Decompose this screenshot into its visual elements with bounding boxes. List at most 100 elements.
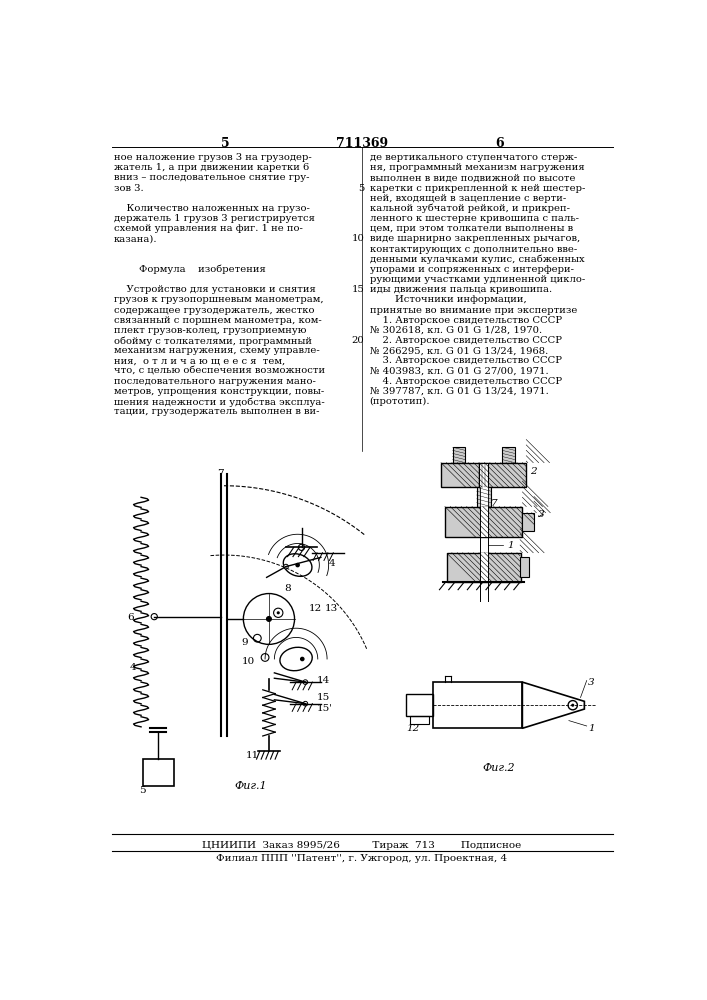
Text: 8: 8 — [284, 584, 291, 593]
Bar — [441, 463, 526, 487]
Bar — [433, 682, 522, 728]
Circle shape — [303, 701, 308, 706]
Text: 4: 4 — [129, 663, 136, 672]
Text: тации, грузодержатель выполнен в ви-: тации, грузодержатель выполнен в ви- — [114, 407, 320, 416]
Circle shape — [300, 657, 305, 661]
Text: 7: 7 — [217, 469, 223, 478]
Text: содержащее грузодержатель, жестко: содержащее грузодержатель, жестко — [114, 306, 315, 315]
Text: № 397787, кл. G 01 G 13/24, 1971.: № 397787, кл. G 01 G 13/24, 1971. — [370, 387, 549, 396]
Circle shape — [276, 611, 280, 614]
Text: зов 3.: зов 3. — [114, 184, 144, 193]
Bar — [479, 463, 489, 487]
Text: кальной зубчатой рейкой, и прикреп-: кальной зубчатой рейкой, и прикреп- — [370, 204, 570, 213]
Bar — [502, 447, 515, 463]
Bar — [445, 507, 522, 537]
Circle shape — [267, 617, 271, 621]
Text: ня, программный механизм нагружения: ня, программный механизм нагружения — [370, 163, 584, 172]
Text: цем, при этом толкатели выполнены в: цем, при этом толкатели выполнены в — [370, 224, 573, 233]
Bar — [406, 694, 433, 716]
Bar — [480, 553, 488, 582]
Text: Источники информации,: Источники информации, — [370, 295, 527, 304]
Text: 14: 14 — [317, 676, 330, 685]
Text: выполнен в виде подвижной по высоте: выполнен в виде подвижной по высоте — [370, 173, 575, 182]
Text: вниз – последовательное снятие гру-: вниз – последовательное снятие гру- — [114, 173, 310, 182]
Text: последовательного нагружения мано-: последовательного нагружения мано- — [114, 377, 316, 386]
Text: ленного к шестерне кривошипа с паль-: ленного к шестерне кривошипа с паль- — [370, 214, 579, 223]
Text: 10: 10 — [242, 657, 255, 666]
Circle shape — [284, 564, 288, 569]
Text: № 302618, кл. G 01 G 1/28, 1970.: № 302618, кл. G 01 G 1/28, 1970. — [370, 326, 542, 335]
Text: механизм нагружения, схему управле-: механизм нагружения, схему управле- — [114, 346, 320, 355]
Text: 20: 20 — [351, 336, 364, 345]
Text: 1: 1 — [588, 724, 595, 733]
Text: 15: 15 — [351, 285, 364, 294]
Text: 12: 12 — [406, 724, 419, 733]
Text: 2: 2 — [530, 466, 537, 476]
Text: держатель 1 грузов 3 регистрируется: держатель 1 грузов 3 регистрируется — [114, 214, 315, 223]
Text: 9: 9 — [242, 638, 248, 647]
Text: 6: 6 — [127, 613, 134, 622]
Text: казана).: казана). — [114, 234, 158, 243]
Text: связанный с поршнем манометра, ком-: связанный с поршнем манометра, ком- — [114, 316, 322, 325]
Text: схемой управления на фиг. 1 не по-: схемой управления на фиг. 1 не по- — [114, 224, 303, 233]
Text: ное наложение грузов 3 на грузодер-: ное наложение грузов 3 на грузодер- — [114, 153, 312, 162]
Text: обойму с толкателями, программный: обойму с толкателями, программный — [114, 336, 312, 346]
Text: 13: 13 — [325, 604, 338, 613]
Circle shape — [303, 680, 308, 684]
Bar — [480, 487, 488, 507]
Text: 5: 5 — [221, 137, 230, 150]
Text: 5: 5 — [139, 786, 146, 795]
Circle shape — [296, 563, 300, 567]
Text: 12: 12 — [309, 604, 322, 613]
Bar — [477, 487, 491, 507]
Text: рующими участками удлиненной цикло-: рующими участками удлиненной цикло- — [370, 275, 585, 284]
Bar — [522, 513, 534, 531]
Text: что, с целью обеспечения возможности: что, с целью обеспечения возможности — [114, 367, 325, 376]
Text: 3: 3 — [538, 510, 544, 519]
Text: 15': 15' — [317, 704, 333, 713]
Circle shape — [571, 704, 574, 707]
Text: Устройство для установки и снятия: Устройство для установки и снятия — [114, 285, 316, 294]
Text: 711369: 711369 — [336, 137, 388, 150]
Text: 1: 1 — [507, 541, 513, 550]
Text: контактирующих с дополнительно вве-: контактирующих с дополнительно вве- — [370, 245, 577, 254]
Text: 7: 7 — [491, 499, 497, 508]
Text: Фиг.1: Фиг.1 — [235, 781, 267, 791]
Text: жатель 1, а при движении каретки 6: жатель 1, а при движении каретки 6 — [114, 163, 309, 172]
Bar — [520, 557, 530, 577]
Text: иды движения пальца кривошипа.: иды движения пальца кривошипа. — [370, 285, 552, 294]
Bar — [452, 447, 465, 463]
Text: плект грузов-колец, грузоприемную: плект грузов-колец, грузоприемную — [114, 326, 306, 335]
Text: денными кулачками кулис, снабженных: денными кулачками кулис, снабженных — [370, 255, 584, 264]
Text: 3: 3 — [588, 678, 595, 687]
Text: шения надежности и удобства эксплуа-: шения надежности и удобства эксплуа- — [114, 397, 325, 407]
Text: 5: 5 — [358, 184, 364, 193]
Text: 4: 4 — [329, 559, 335, 568]
Text: упорами и сопряженных с интерфери-: упорами и сопряженных с интерфери- — [370, 265, 573, 274]
Text: 4. Авторское свидетельство СССР: 4. Авторское свидетельство СССР — [370, 377, 562, 386]
Bar — [410, 716, 429, 724]
Text: (прототип).: (прототип). — [370, 397, 430, 406]
Text: 15: 15 — [317, 693, 330, 702]
Text: грузов к грузопоршневым манометрам,: грузов к грузопоршневым манометрам, — [114, 295, 324, 304]
Text: 10: 10 — [351, 234, 364, 243]
Text: 3. Авторское свидетельство СССР: 3. Авторское свидетельство СССР — [370, 356, 561, 365]
Text: виде шарнирно закрепленных рычагов,: виде шарнирно закрепленных рычагов, — [370, 234, 580, 243]
Text: 1. Авторское свидетельство СССР: 1. Авторское свидетельство СССР — [370, 316, 562, 325]
Text: Формула    изобретения: Формула изобретения — [114, 265, 266, 274]
Text: Филиал ППП ''Патент'', г. Ужгород, ул. Проектная, 4: Филиал ППП ''Патент'', г. Ужгород, ул. П… — [216, 854, 508, 863]
Text: Фиг.2: Фиг.2 — [483, 763, 515, 773]
Text: каретки с прикрепленной к ней шестер-: каретки с прикрепленной к ней шестер- — [370, 184, 585, 193]
Circle shape — [568, 701, 578, 710]
Text: 6: 6 — [495, 137, 503, 150]
Bar — [448, 553, 521, 582]
Text: де вертикального ступенчатого стерж-: де вертикального ступенчатого стерж- — [370, 153, 577, 162]
Text: № 403983, кл. G 01 G 27/00, 1971.: № 403983, кл. G 01 G 27/00, 1971. — [370, 367, 549, 376]
Text: ЦНИИПИ  Заказ 8995/26          Тираж  713        Подписное: ЦНИИПИ Заказ 8995/26 Тираж 713 Подписное — [202, 841, 522, 850]
Text: принятые во внимание при экспертизе: принятые во внимание при экспертизе — [370, 306, 577, 315]
Text: ней, входящей в зацепление с верти-: ней, входящей в зацепление с верти- — [370, 194, 566, 203]
Bar — [480, 507, 488, 537]
Text: ния,  о т л и ч а ю щ е е с я  тем,: ния, о т л и ч а ю щ е е с я тем, — [114, 356, 285, 365]
Text: 2. Авторское свидетельство СССР: 2. Авторское свидетельство СССР — [370, 336, 561, 345]
Text: метров, упрощения конструкции, повы-: метров, упрощения конструкции, повы- — [114, 387, 325, 396]
